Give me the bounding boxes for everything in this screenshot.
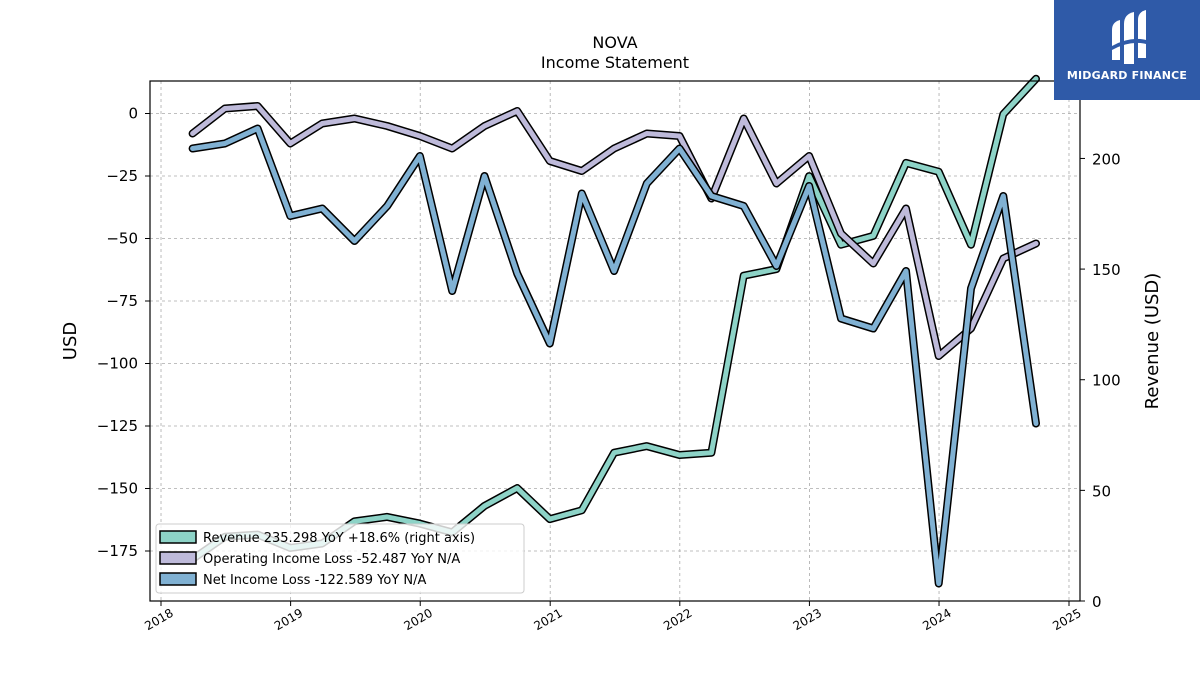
series-layer [188, 74, 1040, 588]
chart-subtitle: Income Statement [541, 53, 689, 72]
legend-swatch [159, 551, 197, 565]
brand-logo: MIDGARD FINANCE [1054, 0, 1200, 100]
left-axis: 0 −25 −50 −75 −100 −125 −150 −175 [97, 105, 150, 560]
x-tick-label: 2018 [142, 606, 175, 633]
y-right-tick-label: 0 [1092, 593, 1102, 611]
x-tick-label: 2024 [920, 606, 953, 633]
series-line [190, 103, 1039, 359]
legend-label: Operating Income Loss -52.487 YoY N/A [203, 552, 460, 567]
chart-title: NOVA [592, 33, 637, 52]
x-tick-label: 2022 [661, 606, 694, 633]
y-tick-label: −175 [97, 542, 138, 560]
y-tick-label: 0 [128, 105, 138, 123]
y-tick-label: −125 [97, 417, 138, 435]
x-tick-label: 2020 [402, 606, 435, 633]
series-line-outline [188, 124, 1040, 588]
x-tick-label: 2019 [272, 606, 305, 633]
y-tick-label: −100 [97, 355, 138, 373]
x-tick-label: 2021 [531, 606, 564, 633]
legend-swatch [159, 530, 197, 544]
y-right-tick-label: 50 [1092, 482, 1111, 500]
legend-box [155, 523, 525, 594]
y-right-tick-label: 150 [1092, 261, 1121, 279]
y-tick-label: −50 [106, 230, 138, 248]
plot-frame [149, 80, 1081, 602]
legend: Revenue 235.298 YoY +18.6% (right axis) O… [155, 523, 525, 594]
y-tick-label: −75 [106, 292, 138, 310]
series-net-income-loss [188, 124, 1040, 588]
y-right-tick-label: 100 [1092, 372, 1121, 390]
x-axis: 2018 2019 2020 2021 2022 2023 2024 2025 [142, 601, 1084, 633]
y-axis-right-label: Revenue (USD) [1142, 273, 1163, 410]
logo-mark-icon [1112, 10, 1146, 64]
legend-label: Net Income Loss -122.589 YoY N/A [203, 573, 426, 588]
series-line [190, 126, 1039, 586]
x-tick-label: 2025 [1050, 606, 1083, 633]
grid [150, 81, 1080, 601]
legend-swatch [159, 572, 197, 586]
legend-label: Revenue 235.298 YoY +18.6% (right axis) [203, 531, 475, 546]
y-axis-label: USD [60, 322, 81, 360]
series-operating-income-loss [188, 102, 1040, 360]
brand-name: MIDGARD FINANCE [1066, 69, 1188, 82]
y-tick-label: −25 [106, 167, 138, 185]
y-tick-label: −150 [97, 480, 138, 498]
y-right-tick-label: 200 [1092, 150, 1121, 168]
x-tick-label: 2023 [791, 606, 824, 633]
right-axis: 0 50 100 150 200 [1080, 150, 1121, 611]
